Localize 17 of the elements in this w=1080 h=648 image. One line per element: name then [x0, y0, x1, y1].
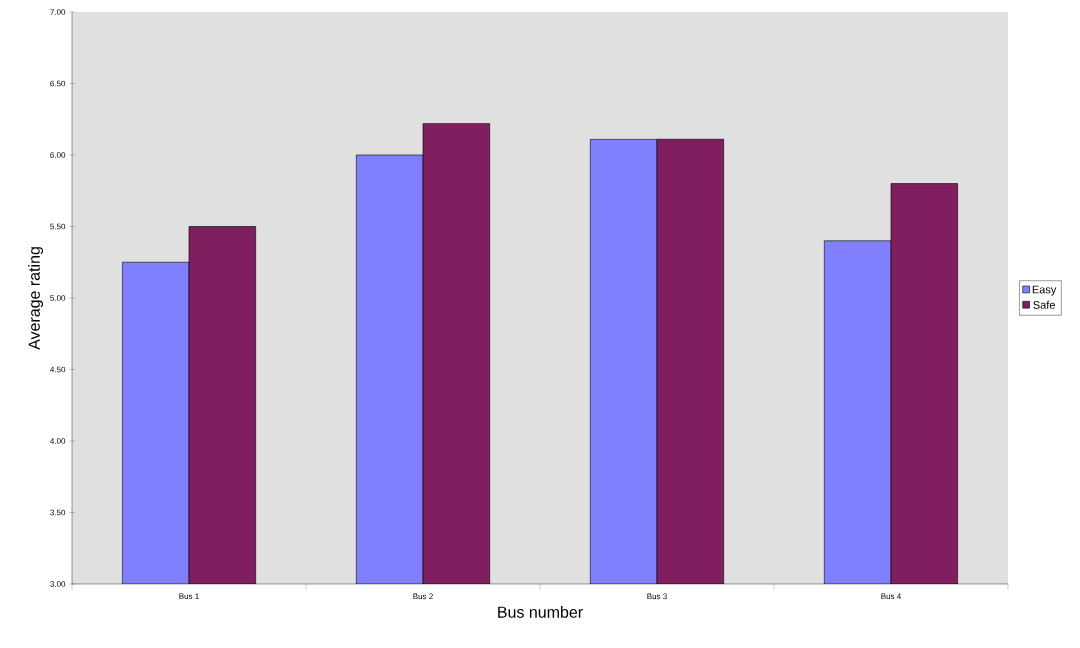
legend-label: Safe	[1033, 300, 1055, 309]
y-tick-label: 3.50	[50, 509, 66, 516]
y-tick-label: 5.00	[50, 295, 66, 301]
y-tick-label: 4.50	[50, 366, 66, 373]
x-tick-label: Bus 2	[413, 593, 433, 600]
x-tick-label: Bus 3	[647, 593, 667, 600]
y-tick-label: 3.00	[50, 581, 66, 587]
y-tick-label: 7.00	[50, 9, 66, 15]
y-tick-label: 4.00	[50, 438, 66, 444]
legend-label: Easy	[1032, 285, 1057, 296]
x-tick-label: Bus 1	[179, 593, 199, 600]
y-axis-title: Average rating	[28, 247, 44, 350]
x-tick-label: Bus 4	[881, 593, 901, 600]
y-tick-label: 5.50	[50, 223, 66, 230]
y-tick-label: 6.00	[50, 152, 66, 158]
y-tick-label: 6.50	[50, 80, 66, 87]
x-axis-title: Bus number	[498, 606, 583, 618]
